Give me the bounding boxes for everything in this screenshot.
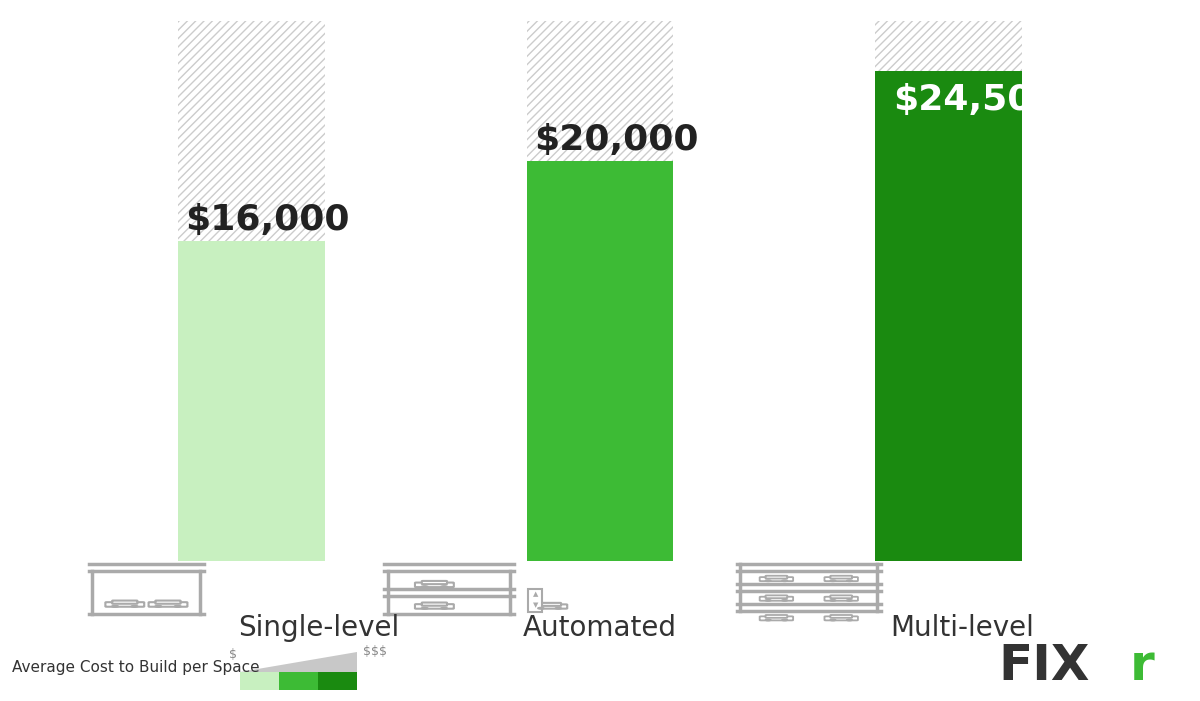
Circle shape — [131, 606, 138, 607]
Circle shape — [766, 580, 770, 582]
Circle shape — [174, 606, 181, 607]
FancyBboxPatch shape — [538, 603, 562, 606]
Circle shape — [847, 599, 852, 601]
Text: $$$: $$$ — [364, 645, 386, 658]
Bar — [527, 21, 673, 161]
FancyBboxPatch shape — [766, 595, 787, 598]
Bar — [318, 672, 358, 690]
FancyBboxPatch shape — [106, 602, 144, 607]
Circle shape — [556, 608, 562, 609]
FancyBboxPatch shape — [532, 604, 568, 608]
Circle shape — [155, 606, 162, 607]
FancyBboxPatch shape — [415, 604, 454, 608]
FancyBboxPatch shape — [415, 583, 454, 587]
Circle shape — [421, 608, 428, 609]
Bar — [527, 161, 673, 561]
Text: $24,500: $24,500 — [893, 83, 1057, 117]
Text: Average Cost to Build per Space: Average Cost to Build per Space — [12, 660, 259, 675]
Text: r: r — [1129, 642, 1154, 690]
Circle shape — [782, 619, 787, 621]
Text: Single-level: Single-level — [239, 614, 400, 642]
Bar — [240, 672, 278, 690]
Circle shape — [830, 619, 835, 621]
Text: $20,000: $20,000 — [534, 123, 698, 157]
FancyBboxPatch shape — [156, 601, 181, 604]
Text: $: $ — [229, 648, 238, 662]
Text: Multi-level: Multi-level — [890, 614, 1033, 642]
Polygon shape — [240, 652, 358, 672]
FancyBboxPatch shape — [824, 616, 858, 620]
FancyBboxPatch shape — [422, 581, 448, 584]
Bar — [875, 71, 1021, 561]
Circle shape — [830, 599, 835, 601]
FancyBboxPatch shape — [149, 602, 187, 607]
Circle shape — [440, 608, 448, 609]
Circle shape — [421, 586, 428, 587]
FancyBboxPatch shape — [830, 576, 852, 578]
Circle shape — [847, 580, 852, 582]
Text: FIX: FIX — [998, 642, 1090, 690]
Text: ▲: ▲ — [533, 591, 538, 597]
Circle shape — [766, 619, 770, 621]
FancyBboxPatch shape — [760, 616, 793, 620]
Bar — [278, 672, 318, 690]
Bar — [875, 21, 1021, 71]
FancyBboxPatch shape — [824, 597, 858, 601]
Circle shape — [847, 619, 852, 621]
Bar — [179, 21, 325, 241]
Bar — [528, 589, 542, 611]
Circle shape — [830, 580, 835, 582]
FancyBboxPatch shape — [830, 595, 852, 598]
Circle shape — [112, 606, 119, 607]
Text: Automated: Automated — [523, 614, 677, 642]
FancyBboxPatch shape — [766, 576, 787, 578]
Bar — [179, 241, 325, 561]
Circle shape — [440, 586, 448, 587]
Circle shape — [766, 599, 770, 601]
FancyBboxPatch shape — [830, 615, 852, 618]
Text: $16,000: $16,000 — [186, 203, 350, 237]
FancyBboxPatch shape — [422, 603, 448, 606]
FancyBboxPatch shape — [824, 577, 858, 581]
FancyBboxPatch shape — [113, 601, 138, 604]
Circle shape — [782, 580, 787, 582]
FancyBboxPatch shape — [760, 597, 793, 601]
Circle shape — [538, 608, 544, 609]
FancyBboxPatch shape — [760, 577, 793, 581]
FancyBboxPatch shape — [766, 615, 787, 618]
Circle shape — [782, 599, 787, 601]
Text: ▼: ▼ — [533, 601, 538, 608]
